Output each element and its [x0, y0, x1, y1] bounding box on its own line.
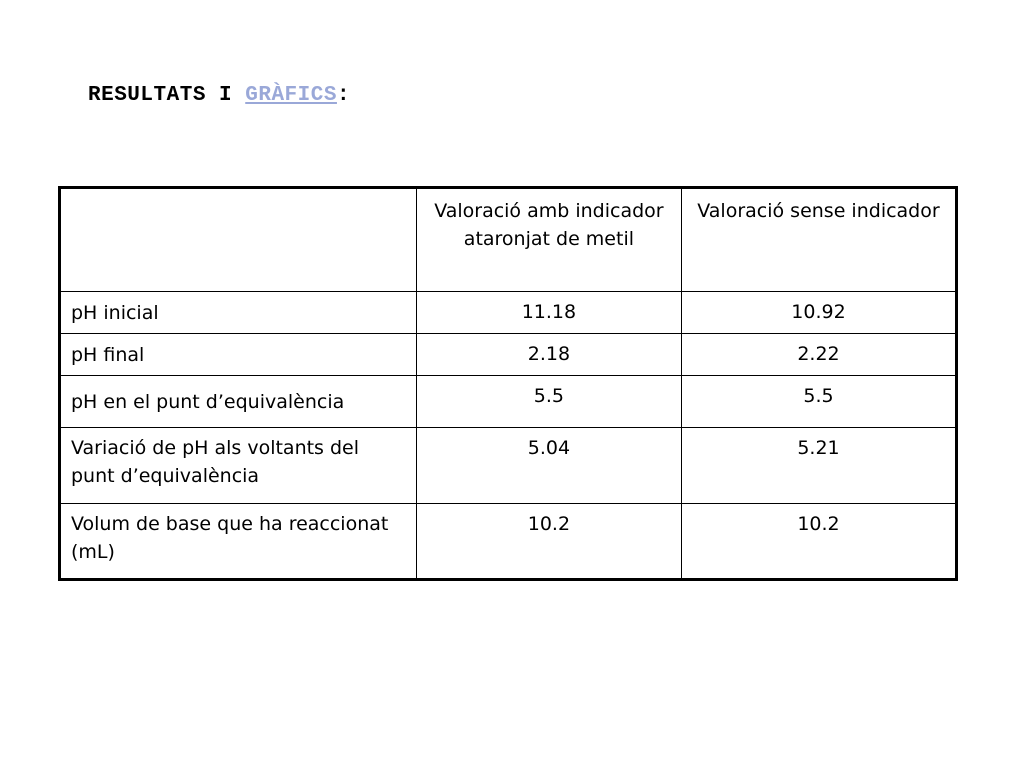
value-with-indicator: 5.5 [415, 375, 682, 428]
table-row: Volum de base que ha reaccionat (mL) 10.… [59, 503, 958, 580]
value-without-indicator: 2.22 [680, 333, 958, 376]
value-with-indicator: 2.18 [415, 333, 682, 376]
value-with-indicator: 5.04 [415, 427, 682, 504]
table-row: pH inicial 11.18 10.92 [59, 291, 958, 334]
header-with-indicator: Valoració amb indicador ataronjat de met… [415, 187, 682, 292]
heading-colon: : [336, 84, 351, 107]
heading-prefix: RESULTATS I [88, 84, 246, 107]
row-label: pH en el punt d’equivalència [59, 375, 417, 428]
table-header-row: Valoració amb indicador ataronjat de met… [59, 187, 958, 292]
results-table: Valoració amb indicador ataronjat de met… [58, 186, 958, 581]
row-label: pH inicial [59, 291, 417, 334]
value-without-indicator: 10.92 [680, 291, 958, 334]
value-without-indicator: 5.21 [680, 427, 958, 504]
row-label: Variació de pH als voltants del punt d’e… [59, 427, 417, 504]
value-with-indicator: 10.2 [415, 503, 682, 580]
row-label: pH final [59, 333, 417, 376]
value-with-indicator: 11.18 [415, 291, 682, 334]
table-row: Variació de pH als voltants del punt d’e… [59, 427, 958, 504]
table-row: pH final 2.18 2.22 [59, 333, 958, 376]
header-without-indicator: Valoració sense indicador [680, 187, 958, 292]
row-label: Volum de base que ha reaccionat (mL) [59, 503, 417, 580]
value-without-indicator: 5.5 [680, 375, 958, 428]
graphics-link[interactable]: GRÀFICS [245, 84, 337, 107]
value-without-indicator: 10.2 [680, 503, 958, 580]
table-row: pH en el punt d’equivalència 5.5 5.5 [59, 375, 958, 428]
header-empty-cell [59, 187, 417, 292]
page-heading: RESULTATS I GRÀFICS: [88, 84, 350, 107]
